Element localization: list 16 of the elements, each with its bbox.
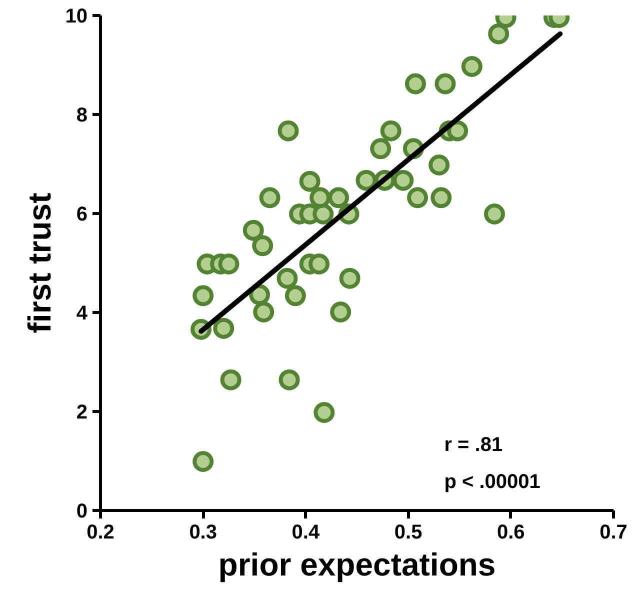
x-tick-label: 0.3: [189, 522, 218, 544]
x-tick-label: 0.6: [497, 522, 525, 544]
y-tick-label: 6: [76, 204, 88, 226]
y-tick-label: 4: [76, 302, 88, 324]
annotation: p < .00001: [444, 471, 540, 494]
annotation: r = .81: [444, 434, 503, 456]
y-tick-label: 10: [65, 6, 88, 28]
x-tick-label: 0.4: [292, 522, 320, 544]
y-axis-title: first trust: [21, 192, 58, 334]
x-tick-label: 0.5: [394, 522, 422, 544]
y-tick-label: 8: [76, 104, 88, 126]
y-tick-label: 2: [76, 402, 88, 424]
x-tick-label: 0.7: [600, 522, 628, 544]
y-tick-label: 0: [76, 500, 88, 522]
x-axis-title: prior expectations: [218, 546, 496, 582]
x-tick-label: 0.2: [86, 522, 114, 544]
